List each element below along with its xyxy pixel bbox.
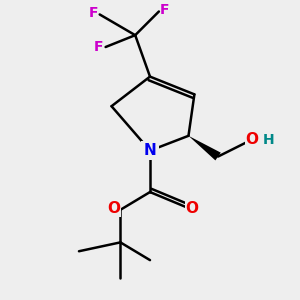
Text: H: H: [263, 133, 275, 147]
Text: O: O: [107, 201, 120, 216]
Text: N: N: [144, 143, 156, 158]
Polygon shape: [188, 136, 221, 160]
Text: F: F: [94, 40, 103, 54]
Text: F: F: [160, 3, 169, 17]
Text: O: O: [185, 201, 199, 216]
Text: O: O: [246, 132, 259, 147]
Text: F: F: [89, 6, 98, 20]
